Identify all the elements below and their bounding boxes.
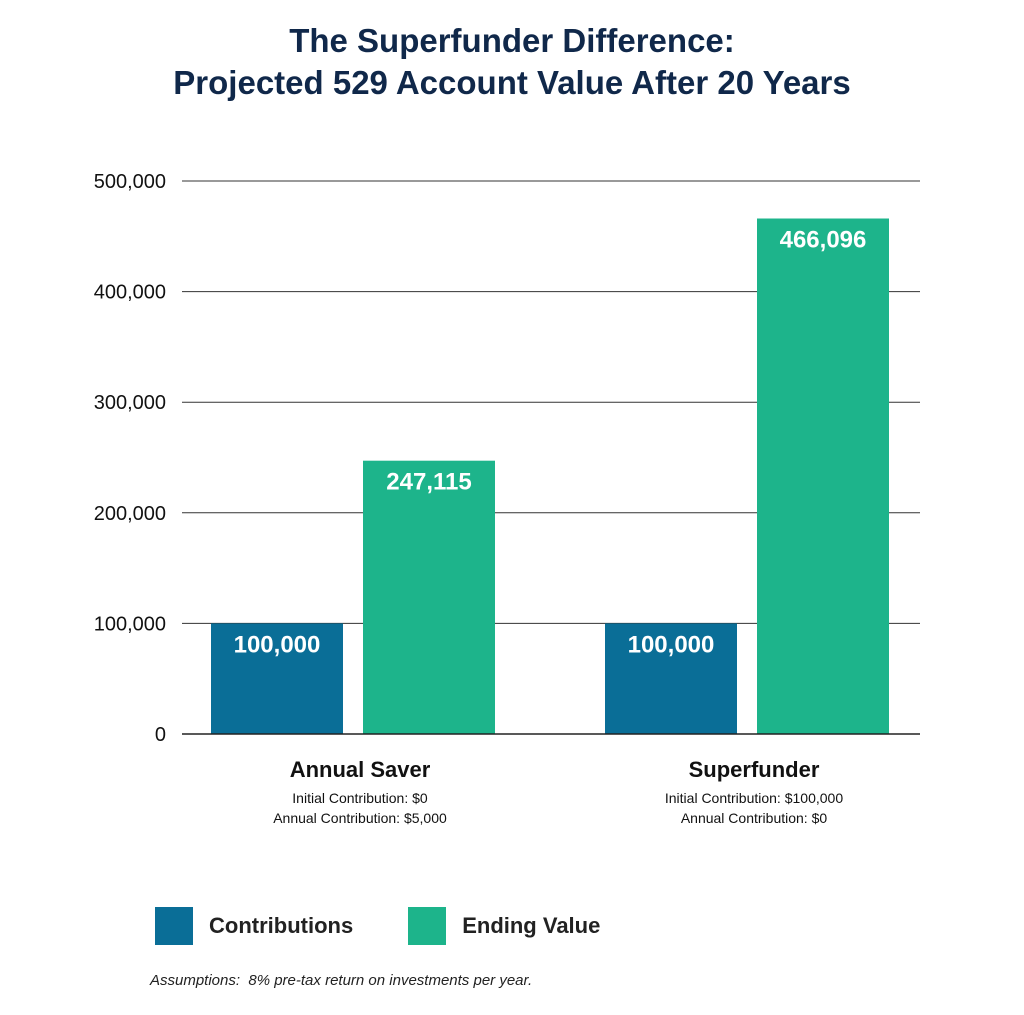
legend-swatch-ending-value (408, 907, 447, 945)
category-detail-superfunder: Annual Contribution: $0 (681, 810, 828, 826)
bar-annual-saver-contributions (211, 623, 343, 734)
chart-title-line-2: Projected 529 Account Value After 20 Yea… (173, 64, 851, 101)
y-tick-label: 0 (155, 724, 166, 746)
legend: Contributions Ending Value (155, 905, 655, 947)
data-label-superfunder-contributions: 100,000 (628, 631, 715, 658)
y-tick-label: 200,000 (94, 503, 166, 525)
legend-label-contributions: Contributions (209, 913, 354, 938)
y-tick-label: 100,000 (94, 613, 166, 635)
bar-annual-saver-ending-value (363, 460, 495, 734)
y-tick-label: 500,000 (94, 171, 166, 193)
legend-swatch-contributions (155, 907, 193, 945)
legend-item-contributions: Contributions (155, 907, 353, 945)
category-label-superfunder: Superfunder (689, 757, 820, 782)
data-label-superfunder-ending-value: 466,096 (780, 226, 867, 253)
data-label-annual-saver-contributions: 100,000 (234, 631, 321, 658)
assumptions-note: Assumptions: 8% pre-tax return on invest… (150, 972, 533, 989)
legend-label-ending-value: Ending Value (462, 913, 601, 938)
chart-title-line-1: The Superfunder Difference: (289, 22, 735, 59)
y-tick-label: 300,000 (94, 392, 166, 414)
bar-chart: 0 100,000 200,000 300,000 400,000 500,000 100,… (94, 171, 920, 826)
data-label-annual-saver-ending-value: 247,115 (386, 469, 471, 496)
category-label-annual-saver: Annual Saver (290, 757, 431, 782)
y-tick-label: 400,000 (94, 282, 166, 304)
category-detail-superfunder: Initial Contribution: $100,000 (665, 790, 843, 806)
category-detail-annual-saver: Initial Contribution: $0 (292, 790, 428, 806)
category-detail-annual-saver: Annual Contribution: $5,000 (273, 810, 447, 826)
bar-superfunder-ending-value (757, 218, 889, 735)
legend-item-ending-value: Ending Value (408, 907, 600, 945)
bar-superfunder-contributions (605, 623, 737, 734)
